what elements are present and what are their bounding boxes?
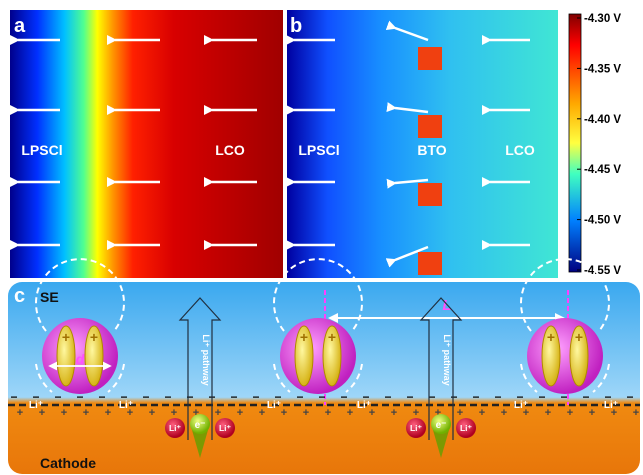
- bto-particle: [418, 47, 442, 70]
- charge: +: [328, 329, 336, 345]
- ion-label: Li⁺: [119, 400, 133, 411]
- charge: +: [413, 407, 419, 419]
- electron-label: e⁻: [436, 420, 447, 431]
- colorbar: [569, 14, 581, 272]
- charge: +: [303, 407, 309, 419]
- charge: −: [164, 390, 171, 404]
- dipole-label: d: [76, 351, 85, 367]
- charge: −: [494, 390, 501, 404]
- charge: +: [501, 407, 507, 419]
- charge: +: [237, 407, 243, 419]
- bto-particle: [418, 183, 442, 206]
- charge: −: [10, 390, 17, 404]
- charge: −: [384, 390, 391, 404]
- charge: +: [61, 407, 67, 419]
- colorbar-tick-label: -4.45 V: [584, 164, 621, 176]
- colorbar-tick-label: -4.35 V: [584, 63, 621, 75]
- charge: +: [457, 407, 463, 419]
- charge: +: [105, 407, 111, 419]
- pathway-label: Li⁺ pathway: [442, 334, 452, 385]
- charge: −: [582, 390, 589, 404]
- page: a b LPSCl LCO LPSCl BTO LCO -4.30 V -4.35…: [0, 0, 643, 475]
- panel-label: b: [290, 15, 302, 37]
- charge: +: [281, 407, 287, 419]
- charge: −: [230, 390, 237, 404]
- colorbar-tick-label: -4.30 V: [584, 13, 621, 25]
- charge: +: [90, 329, 98, 345]
- ion-label: Li⁺: [514, 400, 528, 411]
- charge: −: [538, 390, 545, 404]
- charge: +: [479, 407, 485, 419]
- charge: +: [171, 407, 177, 419]
- bto-particle: [418, 115, 442, 138]
- charge: +: [259, 407, 265, 419]
- ion-label: Li⁺: [410, 423, 423, 433]
- ion-label: Li⁺: [357, 400, 371, 411]
- charge: +: [325, 407, 331, 419]
- charge: +: [391, 407, 397, 419]
- region-label: LPSCl: [21, 142, 62, 158]
- charge: +: [567, 407, 573, 419]
- charge: +: [62, 329, 70, 345]
- charge: +: [575, 329, 583, 345]
- region-label: LCO: [505, 142, 535, 158]
- charge: −: [98, 390, 105, 404]
- charge: +: [545, 407, 551, 419]
- ion-label: Li⁺: [169, 423, 182, 433]
- electron-label: e⁻: [195, 420, 206, 431]
- cathode-label: Cathode: [40, 455, 96, 471]
- spacing-label: L: [442, 297, 451, 314]
- charge: −: [406, 390, 413, 404]
- ion-label: Li⁺: [604, 400, 618, 411]
- ion-label: Li⁺: [219, 423, 232, 433]
- bto-particle: [418, 252, 442, 275]
- panel-label: a: [14, 15, 26, 37]
- panel-label: c: [14, 285, 25, 307]
- charge: +: [149, 407, 155, 419]
- charge: +: [215, 407, 221, 419]
- ion-label: Li⁺: [460, 423, 473, 433]
- region-label: LPSCl: [298, 142, 339, 158]
- charge: +: [547, 329, 555, 345]
- colorbar-ticks: -4.30 V-4.35 V-4.40 V-4.45 V-4.50 V-4.55…: [577, 13, 621, 277]
- charge: −: [296, 390, 303, 404]
- charge: +: [347, 407, 353, 419]
- ion-label: Li⁺: [29, 400, 43, 411]
- dielectric-particle: [280, 318, 356, 394]
- colorbar-tick-label: -4.50 V: [584, 215, 621, 227]
- charge: −: [142, 390, 149, 404]
- colorbar-tick-label: -4.40 V: [584, 114, 621, 126]
- charge: +: [300, 329, 308, 345]
- charge: +: [589, 407, 595, 419]
- charge: +: [633, 407, 639, 419]
- se-label: SE: [40, 289, 59, 305]
- charge: +: [83, 407, 89, 419]
- figure: a b LPSCl LCO LPSCl BTO LCO -4.30 V -4.35…: [0, 0, 643, 475]
- charge: +: [17, 407, 23, 419]
- charge: −: [252, 390, 259, 404]
- pathway-label: Li⁺ pathway: [201, 334, 211, 385]
- charge: −: [472, 390, 479, 404]
- dielectric-particle: [527, 318, 603, 394]
- charge: −: [626, 390, 633, 404]
- ion-label: Li⁺: [267, 400, 281, 411]
- region-label: BTO: [417, 142, 446, 158]
- charge: −: [450, 390, 457, 404]
- charge: −: [54, 390, 61, 404]
- region-label: LCO: [215, 142, 245, 158]
